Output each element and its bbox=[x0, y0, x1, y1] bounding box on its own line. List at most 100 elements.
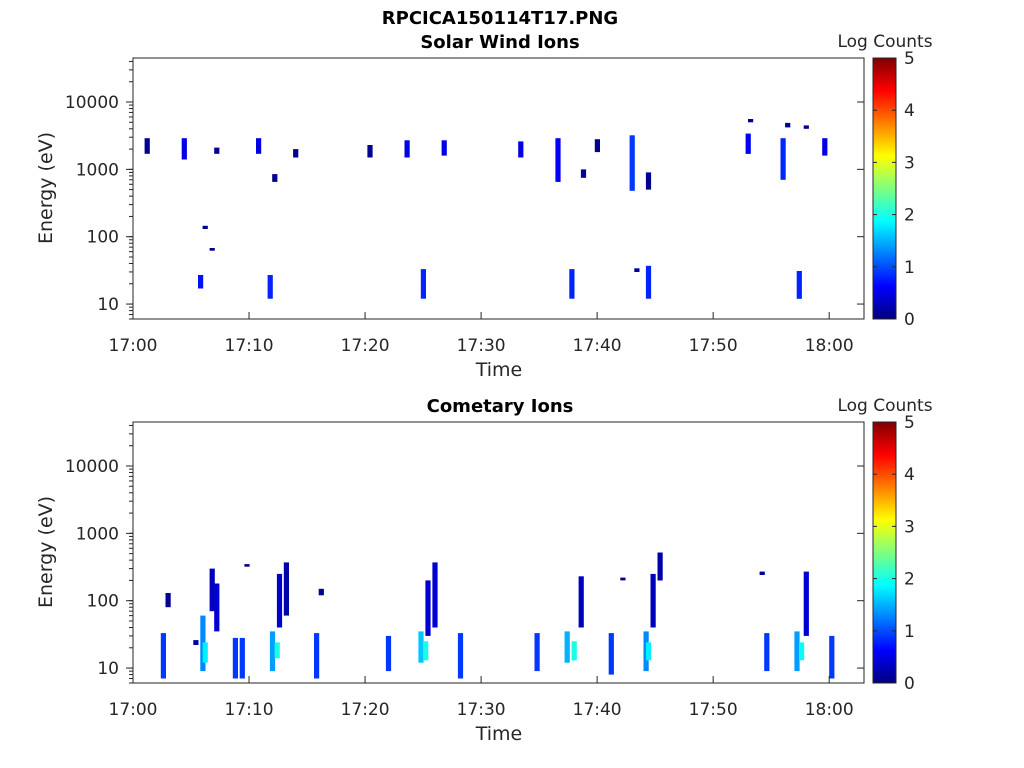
heatmap-cell bbox=[293, 149, 299, 158]
heatmap-cell bbox=[794, 631, 800, 672]
colorbar-tick-label: 1 bbox=[904, 258, 915, 278]
heatmap-cell bbox=[274, 642, 280, 659]
heatmap-cell bbox=[209, 248, 215, 251]
x-tick-label: 17:50 bbox=[689, 700, 738, 720]
x-tick-label: 17:40 bbox=[573, 700, 622, 720]
heatmap-cell bbox=[518, 141, 524, 158]
heatmap-cell bbox=[803, 571, 809, 636]
heatmap-cell bbox=[555, 138, 561, 182]
heatmap-cell bbox=[244, 564, 250, 567]
heatmap-cell bbox=[160, 633, 166, 679]
heatmap-cell bbox=[571, 641, 577, 661]
heatmap-cell bbox=[829, 635, 835, 679]
x-tick-label: 17:20 bbox=[341, 700, 390, 720]
heatmap-cells-solar-wind bbox=[144, 119, 828, 299]
x-tick-label: 18:00 bbox=[805, 700, 854, 720]
heatmap-cell bbox=[202, 225, 208, 229]
heatmap-cell bbox=[256, 138, 262, 154]
colorbar-tick-label: 5 bbox=[904, 49, 915, 69]
x-tick-label: 17:20 bbox=[341, 336, 390, 356]
heatmap-cell bbox=[620, 577, 626, 581]
heatmap-cell bbox=[534, 633, 540, 672]
heatmap-cell bbox=[432, 562, 438, 628]
heatmap-cell bbox=[645, 265, 652, 299]
y-tick-label: 1000 bbox=[76, 524, 119, 544]
heatmap-cell bbox=[799, 642, 805, 661]
heatmap-cell bbox=[283, 562, 289, 616]
y-tick-label: 10 bbox=[97, 295, 119, 315]
panel-title-solar-wind: Solar Wind Ions bbox=[420, 32, 579, 53]
heatmap-cell bbox=[181, 138, 187, 160]
heatmap-cell bbox=[657, 552, 663, 581]
heatmap-cell bbox=[318, 588, 324, 596]
heatmap-cell bbox=[564, 631, 570, 663]
heatmap-cell bbox=[367, 145, 373, 158]
heatmap-cell bbox=[634, 268, 640, 272]
y-tick-label: 10 bbox=[97, 659, 119, 679]
colorbar-tick-label: 3 bbox=[904, 153, 915, 173]
heatmap-cell bbox=[580, 169, 587, 178]
x-tick-label: 17:10 bbox=[225, 700, 274, 720]
heatmap-cell bbox=[759, 571, 765, 575]
x-axis-label-cometary: Time bbox=[475, 723, 523, 745]
heatmap-cell bbox=[594, 139, 600, 153]
heatmap-cell bbox=[748, 119, 754, 123]
colorbar-ticks-cometary: 0 1 2 3 4 5 bbox=[873, 413, 915, 694]
x-tick-label: 17:50 bbox=[689, 336, 738, 356]
colorbar-tick-label: 0 bbox=[904, 310, 915, 330]
x-tick-label: 17:30 bbox=[457, 336, 506, 356]
panel-title-cometary: Cometary Ions bbox=[427, 396, 574, 417]
y-tick-label: 1000 bbox=[76, 160, 119, 180]
heatmap-cell bbox=[267, 275, 273, 299]
heatmap-cell bbox=[822, 138, 828, 156]
heatmap-cell bbox=[214, 583, 220, 632]
heatmap-cell bbox=[578, 576, 584, 628]
colorbar-tick-label: 2 bbox=[904, 570, 915, 590]
heatmap-cell bbox=[385, 635, 392, 672]
colorbar-solar-wind bbox=[872, 57, 897, 320]
heatmap-cell bbox=[423, 641, 429, 661]
heatmap-cell bbox=[441, 140, 447, 156]
heatmap-cell bbox=[418, 631, 424, 663]
y-tick-label: 10000 bbox=[65, 457, 119, 477]
x-axis-label-solar-wind: Time bbox=[475, 359, 523, 381]
heatmap-cell bbox=[198, 275, 204, 289]
heatmap-cells-cometary bbox=[160, 552, 835, 679]
heatmap-cell bbox=[803, 125, 809, 129]
heatmap-cell bbox=[202, 642, 208, 663]
heatmap-cell bbox=[425, 580, 431, 636]
heatmap-cell bbox=[269, 631, 276, 672]
heatmap-cell bbox=[796, 271, 802, 299]
heatmap-cell bbox=[745, 133, 751, 154]
heatmap-cell bbox=[193, 640, 199, 645]
plot-area-solar-wind bbox=[132, 57, 865, 320]
heatmap-cell bbox=[645, 642, 652, 661]
heatmap-cell bbox=[764, 633, 770, 672]
colorbar-tick-label: 4 bbox=[904, 101, 915, 121]
heatmap-cell bbox=[214, 147, 220, 154]
colorbar-tick-label: 4 bbox=[904, 465, 915, 485]
colorbar-label-cometary: Log Counts bbox=[837, 396, 932, 416]
x-tick-label: 17:00 bbox=[109, 700, 158, 720]
heatmap-cell bbox=[144, 138, 150, 154]
heatmap-cell bbox=[272, 174, 278, 182]
y-tick-label: 10000 bbox=[65, 93, 119, 113]
heatmap-cell bbox=[276, 573, 283, 628]
colorbar-tick-label: 3 bbox=[904, 517, 915, 537]
heatmap-cell bbox=[420, 269, 426, 299]
plot-area-cometary bbox=[132, 421, 865, 684]
colorbar-tick-label: 5 bbox=[904, 413, 915, 433]
heatmap-cell bbox=[457, 633, 464, 679]
heatmap-cell bbox=[232, 637, 238, 679]
figure-title: RPCICA150114T17.PNG bbox=[382, 8, 618, 29]
heatmap-cell bbox=[650, 573, 656, 628]
heatmap-cell bbox=[314, 633, 320, 679]
y-axis-label-solar-wind: Energy (eV) bbox=[35, 132, 57, 244]
heatmap-cell bbox=[209, 568, 215, 612]
x-tick-label: 17:30 bbox=[457, 700, 506, 720]
y-axis-cometary: 10 100 1000 10000 bbox=[65, 424, 864, 684]
x-axis-cometary: 17:00 17:10 17:20 17:30 17:40 17:50 18:00 bbox=[109, 676, 854, 720]
